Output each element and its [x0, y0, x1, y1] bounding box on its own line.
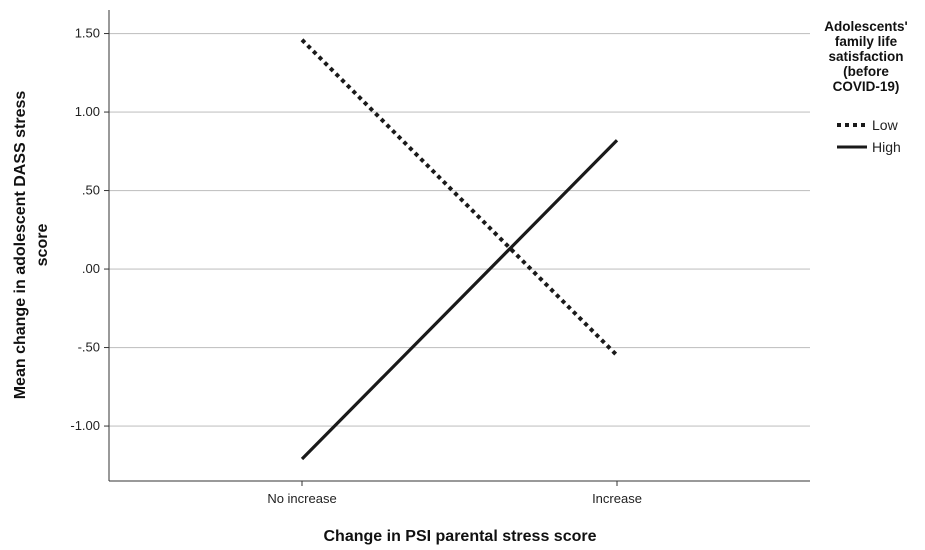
y-tick-label: -.50 — [78, 340, 100, 355]
y-tick-label: -1.00 — [70, 418, 100, 433]
y-tick-labels: 1.50 1.00 .50 .00 -.50 -1.00 — [70, 26, 109, 433]
y-tick-label: .50 — [82, 183, 100, 198]
y-tick-label: 1.00 — [75, 104, 100, 119]
series-line-high — [300, 139, 619, 461]
gridlines — [109, 32, 810, 427]
legend-label: High — [872, 139, 901, 155]
legend-item-low: Low — [837, 117, 899, 133]
legend-item-high: High — [837, 139, 901, 155]
x-axis-title: Change in PSI parental stress score — [324, 528, 597, 545]
y-tick-label: .00 — [82, 261, 100, 276]
x-tick-label: No increase — [267, 491, 336, 506]
legend: Adolescents' family life satisfaction (befo… — [824, 19, 908, 155]
y-tick-label: 1.50 — [75, 26, 100, 41]
legend-title-text: Adolescents' family life satisfaction (befo… — [824, 19, 908, 94]
x-tick-labels: No increase Increase — [267, 481, 642, 506]
legend-title: Adolescents' family life satisfaction (befo… — [824, 19, 908, 94]
x-tick-label: Increase — [592, 491, 642, 506]
y-axis-title: Mean change in adolescent DASS stress sco… — [12, 91, 51, 400]
series-lines — [300, 38, 619, 461]
legend-label: Low — [872, 117, 899, 133]
series-line-low — [300, 38, 619, 357]
legend-items: Low High — [837, 117, 901, 155]
